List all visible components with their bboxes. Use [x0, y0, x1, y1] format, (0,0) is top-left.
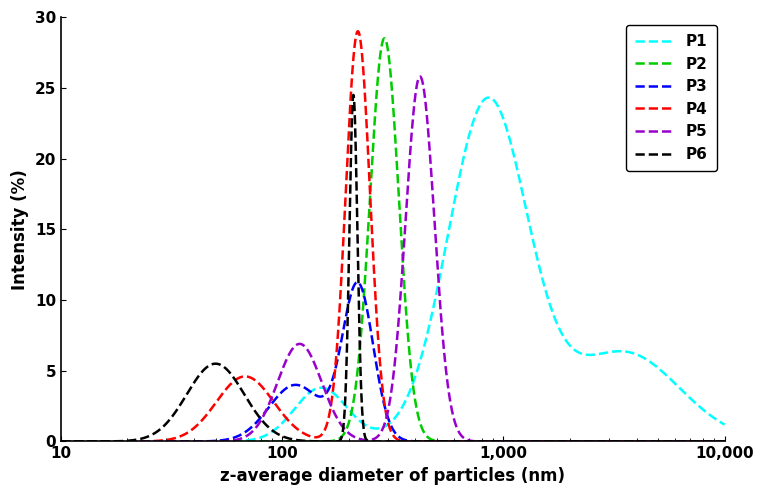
P4	[57, 438, 66, 444]
P1	[484, 95, 493, 101]
P4	[552, 438, 561, 444]
P3	[602, 438, 611, 444]
P6	[177, 400, 186, 406]
P1	[602, 350, 611, 356]
P6	[310, 438, 319, 444]
P2	[488, 438, 497, 444]
P4	[602, 438, 611, 444]
P1	[177, 438, 186, 444]
P5	[720, 438, 729, 444]
P1	[57, 438, 66, 444]
P6	[349, 92, 358, 98]
P1	[310, 386, 319, 392]
Line: P1: P1	[61, 98, 724, 441]
P2	[57, 438, 66, 444]
P3	[177, 438, 186, 444]
P6	[57, 438, 66, 444]
P2	[720, 438, 729, 444]
P4	[310, 434, 319, 440]
X-axis label: z-average diameter of particles (nm): z-average diameter of particles (nm)	[220, 467, 565, 485]
P2	[380, 35, 389, 41]
P1	[488, 96, 497, 102]
Line: P3: P3	[61, 282, 724, 441]
P5	[454, 430, 464, 435]
P6	[488, 438, 497, 444]
P2	[552, 438, 561, 444]
P6	[720, 438, 729, 444]
P3	[353, 279, 362, 285]
P5	[552, 438, 561, 444]
P1	[454, 176, 464, 182]
P2	[310, 438, 319, 444]
Legend: P1, P2, P3, P4, P5, P6: P1, P2, P3, P4, P5, P6	[627, 25, 717, 171]
P4	[353, 28, 363, 34]
P6	[602, 438, 611, 444]
P5	[57, 438, 66, 444]
P2	[177, 438, 186, 444]
P3	[552, 438, 561, 444]
P6	[552, 438, 561, 444]
P5	[602, 438, 611, 444]
P1	[720, 422, 729, 428]
P5	[177, 438, 186, 444]
P2	[454, 438, 464, 444]
P1	[552, 319, 561, 325]
P4	[454, 438, 464, 444]
P3	[720, 438, 729, 444]
P4	[177, 433, 186, 439]
Line: P4: P4	[61, 31, 724, 441]
P3	[454, 438, 464, 444]
P3	[310, 391, 319, 397]
P4	[488, 438, 497, 444]
P2	[602, 438, 611, 444]
P5	[310, 361, 319, 367]
P5	[488, 438, 497, 444]
P5	[415, 73, 425, 79]
Y-axis label: Intensity (%): Intensity (%)	[11, 169, 29, 290]
Line: P5: P5	[61, 76, 724, 441]
P6	[454, 438, 464, 444]
Line: P6: P6	[61, 95, 724, 441]
Line: P2: P2	[61, 38, 724, 441]
P3	[488, 438, 497, 444]
P3	[57, 438, 66, 444]
P4	[720, 438, 729, 444]
